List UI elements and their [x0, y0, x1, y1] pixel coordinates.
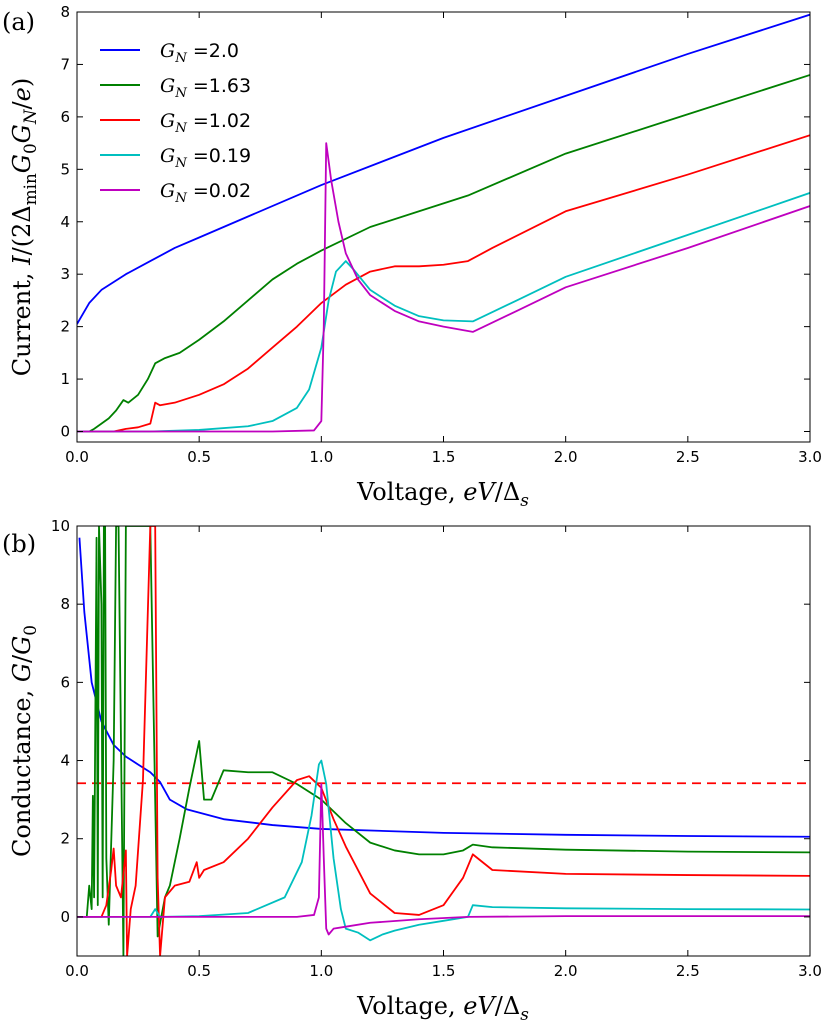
- legend-label-2: GN =1.02: [160, 110, 251, 136]
- series-line-4: [77, 783, 810, 936]
- series-line-4: [77, 142, 810, 433]
- y-tick-label: 10: [51, 517, 70, 535]
- series-line-1: [77, 74, 810, 433]
- x-tick-label: 1.0: [309, 962, 333, 980]
- x-tick-label: 1.5: [432, 448, 456, 466]
- panel-a-frame: [76, 11, 811, 443]
- series-line-2: [77, 526, 810, 956]
- x-tick-label: 0.0: [65, 962, 89, 980]
- legend-label-3: GN =0.19: [160, 145, 251, 171]
- x-tick-label: 3.0: [798, 448, 822, 466]
- series-line-1: [77, 526, 810, 956]
- series-line-3: [77, 759, 810, 942]
- y-tick-label: 1: [60, 370, 70, 388]
- y-tick-label: 6: [60, 108, 70, 126]
- panel-b-xlabel: Voltage, eV/Δs: [356, 992, 529, 1022]
- y-tick-label: 8: [60, 3, 70, 21]
- y-tick-label: 3: [60, 265, 70, 283]
- panel-a-xlabel: Voltage, eV/Δs: [356, 478, 529, 510]
- y-tick-label: 4: [60, 213, 70, 231]
- panel-a-label: (a): [2, 8, 35, 36]
- y-tick-label: 5: [60, 160, 70, 178]
- x-tick-label: 2.5: [676, 962, 700, 980]
- panel-b-plot-area: [77, 526, 810, 956]
- panel-a-plot-area: [77, 13, 810, 433]
- panel-b-ylabel: Conductance, G/G0: [8, 625, 40, 857]
- x-tick-label: 2.0: [554, 962, 578, 980]
- panel-a-ticks: 0.0 0.5 1.0 1.5 2.0 2.5 3.0 0 1 2 3 4 5 6 7 8: [60, 3, 821, 466]
- series-line-0: [78, 537, 810, 838]
- legend: GN =2.0 GN =1.63 GN =1.02 GN =0.19 GN =0.02: [100, 40, 251, 206]
- x-tick-label: 0.5: [187, 448, 211, 466]
- panel-b-frame: [76, 525, 811, 957]
- y-tick-label: 2: [60, 318, 70, 336]
- panel-b: (b) 0.0 0.5 1.0 1.5 2.0 2.5 3.0 0 2 4 6 8 10 Voltage…: [2, 517, 822, 1022]
- y-tick-label: 7: [60, 55, 70, 73]
- x-tick-label: 0.0: [65, 448, 89, 466]
- panel-b-label: (b): [2, 530, 36, 558]
- series-line-2: [77, 134, 810, 433]
- legend-label-4: GN =0.02: [160, 180, 251, 206]
- x-tick-label: 0.5: [187, 962, 211, 980]
- legend-label-1: GN =1.63: [160, 75, 251, 101]
- y-tick-label: 0: [60, 423, 70, 441]
- x-tick-label: 2.5: [676, 448, 700, 466]
- legend-label-0: GN =2.0: [160, 40, 239, 66]
- panel-b-ticks: 0.0 0.5 1.0 1.5 2.0 2.5 3.0 0 2 4 6 8 10: [51, 517, 822, 980]
- y-tick-label: 6: [60, 673, 70, 691]
- x-tick-label: 2.0: [554, 448, 578, 466]
- panel-a: (a) 0.0 0.5 1.0 1.5 2.0 2.5 3.0 0 1 2 3 4 5 6 7 8 Volta…: [2, 3, 822, 510]
- y-tick-label: 2: [60, 830, 70, 848]
- x-tick-label: 3.0: [798, 962, 822, 980]
- series-line-0: [77, 13, 810, 325]
- x-tick-label: 1.0: [309, 448, 333, 466]
- series-line-3: [77, 192, 810, 433]
- panel-a-ylabel: Current, I/(2ΔminG0GN/e): [8, 78, 40, 376]
- y-tick-label: 4: [60, 752, 70, 770]
- y-tick-label: 8: [60, 595, 70, 613]
- y-tick-label: 0: [60, 908, 70, 926]
- x-tick-label: 1.5: [432, 962, 456, 980]
